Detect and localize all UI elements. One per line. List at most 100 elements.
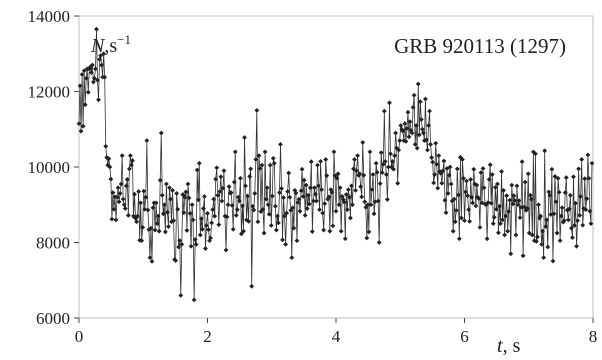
data-point [451,196,457,202]
data-point [145,207,151,213]
data-point [354,168,359,174]
data-point [388,151,393,157]
data-point [391,166,396,172]
data-point [306,201,312,207]
data-point [580,222,586,228]
data-point [467,218,473,224]
data-point [375,198,381,204]
data-point [206,227,211,233]
data-point [108,176,114,182]
data-point [395,180,401,186]
data-point [184,228,190,233]
data-point [245,193,250,199]
data-point [223,247,229,253]
data-point [557,238,563,244]
data-point [255,219,261,225]
data-point [335,171,341,177]
data-point [586,175,592,181]
data-point [83,75,89,81]
data-point [77,83,83,89]
data-point [368,202,374,208]
data-point [561,218,567,224]
data-point [294,238,300,244]
data-point [219,198,225,204]
data-point [142,206,148,212]
data-point [518,204,524,210]
data-point [79,72,85,77]
data-point [277,190,282,196]
data-point [424,137,429,143]
data-point [570,235,575,240]
data-point [317,207,322,213]
data-point [123,183,129,189]
data-point [376,240,382,245]
x-tick-label: 2 [203,327,212,346]
x-axis-label: t, s [497,335,521,357]
data-point [321,227,327,233]
data-point [264,185,270,191]
x-axis-unit: , s [503,335,521,357]
data-point [418,117,424,122]
data-point [283,241,289,247]
data-point [204,223,209,228]
data-point [488,200,494,206]
data-point [134,219,139,225]
data-point [124,177,130,182]
data-point [358,184,364,190]
data-point [269,193,275,199]
data-point [217,189,223,194]
data-point [316,183,321,189]
data-point [334,175,340,181]
data-point [378,150,384,156]
data-point [224,214,230,220]
data-point [312,185,317,191]
data-point [207,238,212,244]
data-point [370,172,376,177]
data-point [465,193,470,199]
data-point [478,170,484,176]
y-axis-label: N,s−1 [90,32,131,57]
data-point [153,200,159,206]
data-point [393,130,399,136]
data-point [251,207,257,213]
data-point [460,157,465,162]
data-point [544,217,550,223]
data-point [186,195,192,201]
data-point [92,75,97,81]
series-line [78,29,593,300]
data-point [345,187,351,193]
data-point [578,194,584,199]
data-point [571,174,576,180]
data-point [333,208,339,214]
data-point [436,153,442,159]
data-point [194,167,200,173]
data-point [257,166,263,171]
data-point [119,153,125,159]
data-point [559,205,565,211]
data-point [414,145,420,151]
data-point [193,241,199,247]
data-point [297,208,303,214]
data-point [262,149,268,155]
data-point [461,175,466,181]
data-point [136,189,142,194]
data-point [490,221,496,227]
data-point [462,218,467,224]
data-point [94,26,99,32]
data-point [254,107,260,113]
data-point [289,255,295,260]
data-point [196,160,202,166]
data-point [565,217,571,223]
x-tick-label: 4 [332,327,341,346]
data-point [168,196,173,202]
data-point [192,237,198,242]
data-point [232,149,238,155]
data-point [470,200,476,206]
data-point [209,220,215,226]
data-point [220,185,226,191]
data-point [452,219,458,225]
data-point [212,213,218,219]
data-point [385,197,390,202]
data-point [156,228,162,234]
data-point [453,208,459,213]
